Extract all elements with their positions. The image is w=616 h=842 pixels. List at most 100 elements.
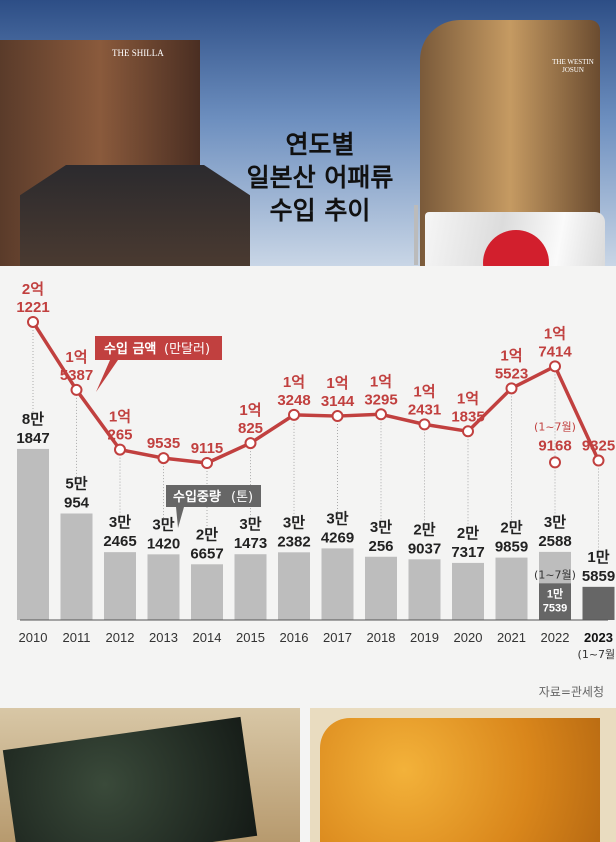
weight-bar <box>278 552 310 620</box>
amount-label: 1억 <box>283 373 305 391</box>
weight-bar <box>408 559 441 620</box>
weight-bar <box>60 513 93 620</box>
x-tick-label: 2020 <box>454 630 483 645</box>
weight-bar <box>321 548 354 620</box>
partial-note: (1~7월) <box>534 420 576 433</box>
weight-label: 7317 <box>451 544 484 561</box>
flag-pole <box>414 205 418 265</box>
x-tick-label: 2023 <box>584 630 613 645</box>
weight-label: 1847 <box>16 430 49 447</box>
amount-label-partial: 9168 <box>538 437 571 454</box>
weight-label-partial: 1만 <box>547 586 563 600</box>
weight-bar <box>452 562 484 620</box>
x-tick-label: 2012 <box>106 630 135 645</box>
weight-bar-partial-2022 <box>539 583 571 620</box>
weight-label: 6657 <box>190 545 223 562</box>
amount-point <box>157 452 170 465</box>
westin-sign: THE WESTIN JOSUN <box>552 58 594 74</box>
weight-label: 3만 <box>283 514 305 531</box>
seafood-photos <box>0 708 616 842</box>
x-tick-label: 2014 <box>193 630 222 645</box>
weight-bar <box>104 552 136 620</box>
amount-label: 3295 <box>364 391 397 408</box>
weight-label: 256 <box>368 538 393 555</box>
source-note: 자료=관세청 <box>538 685 604 699</box>
amount-label: 825 <box>238 420 263 437</box>
amount-point <box>114 443 126 456</box>
legend-weight-label: 수입중량 <box>173 490 221 505</box>
weight-bar <box>582 586 615 620</box>
amount-label: 265 <box>107 427 132 444</box>
weight-label: 2588 <box>538 533 571 550</box>
amount-label: 3144 <box>321 393 355 410</box>
weight-label: 8만 <box>22 411 44 428</box>
weight-bar <box>365 556 397 620</box>
amount-label: 3248 <box>277 392 310 409</box>
weight-label: 2382 <box>277 533 310 550</box>
weight-bar <box>495 557 528 620</box>
x-tick-note: (1~7월) <box>578 648 616 661</box>
amount-label: 5387 <box>60 367 93 384</box>
weight-label-partial: 7539 <box>543 602 567 614</box>
x-tick-label: 2018 <box>367 630 396 645</box>
weight-label: 3만 <box>239 516 261 533</box>
title-line: 일본산 어패류 <box>246 163 394 192</box>
x-tick-label: 2010 <box>19 630 48 645</box>
weight-label: 5859 <box>582 568 615 585</box>
amount-label: 9325 <box>582 438 615 455</box>
weight-label: 3만 <box>544 514 566 531</box>
x-tick-label: 2013 <box>149 630 178 645</box>
weight-label: 5만 <box>65 476 87 493</box>
amount-label: 1835 <box>451 408 484 425</box>
legend-weight-pointer <box>176 507 184 528</box>
amount-point <box>70 383 83 396</box>
amount-label: 7414 <box>538 343 572 360</box>
x-tick-label: 2019 <box>410 630 439 645</box>
amount-point <box>418 418 431 431</box>
title-line: 수입 추이 <box>269 196 371 225</box>
amount-label: 1억 <box>500 346 522 364</box>
title-line: 연도별 <box>285 130 355 159</box>
weight-label: 1만 <box>587 549 609 566</box>
amount-label: 1억 <box>239 401 261 419</box>
amount-label: 1억 <box>457 389 479 407</box>
weight-label: 3만 <box>326 510 348 527</box>
shilla-sign: THE SHILLA <box>112 48 164 58</box>
amount-label: 5523 <box>495 365 528 382</box>
amount-point <box>331 410 344 423</box>
x-tick-label: 2022 <box>541 630 570 645</box>
amount-label: 2억 <box>22 280 44 298</box>
weight-label: 2만 <box>413 521 435 538</box>
weight-label: 2465 <box>103 533 136 550</box>
weight-label: 1473 <box>234 535 267 552</box>
weight-label: 9859 <box>495 539 528 556</box>
weight-label: 4269 <box>321 529 354 546</box>
legend-amount-unit: (만달러) <box>164 342 210 357</box>
weight-label: 3만 <box>370 519 392 536</box>
weight-label: 9037 <box>408 540 441 557</box>
amount-label: 1억 <box>65 348 87 366</box>
amount-label: 9115 <box>191 440 224 457</box>
legend-amount-label: 수입 금액 <box>104 342 156 357</box>
amount-point <box>505 382 518 395</box>
weight-label: 2만 <box>196 526 218 543</box>
amount-label: 1억 <box>326 374 348 392</box>
amount-label: 1억 <box>109 408 131 426</box>
amount-point <box>201 457 213 469</box>
weight-label: 3만 <box>109 514 131 531</box>
weight-bar <box>234 554 267 620</box>
amount-point <box>462 425 474 438</box>
seaweed-photo <box>0 708 300 842</box>
weight-label: 2만 <box>457 525 479 542</box>
weight-label: 2만 <box>500 520 522 537</box>
x-tick-label: 2021 <box>497 630 526 645</box>
chart-title: 연도별 일본산 어패류 수입 추이 <box>210 128 430 227</box>
weight-label: 954 <box>64 495 90 512</box>
weight-bar <box>147 554 180 620</box>
amount-point-partial-2022 <box>549 456 561 469</box>
amount-label: 2431 <box>408 401 441 418</box>
palace-roof <box>20 165 250 266</box>
legend-amount-box <box>95 336 222 360</box>
weight-bar <box>17 448 49 620</box>
amount-point <box>288 408 300 421</box>
